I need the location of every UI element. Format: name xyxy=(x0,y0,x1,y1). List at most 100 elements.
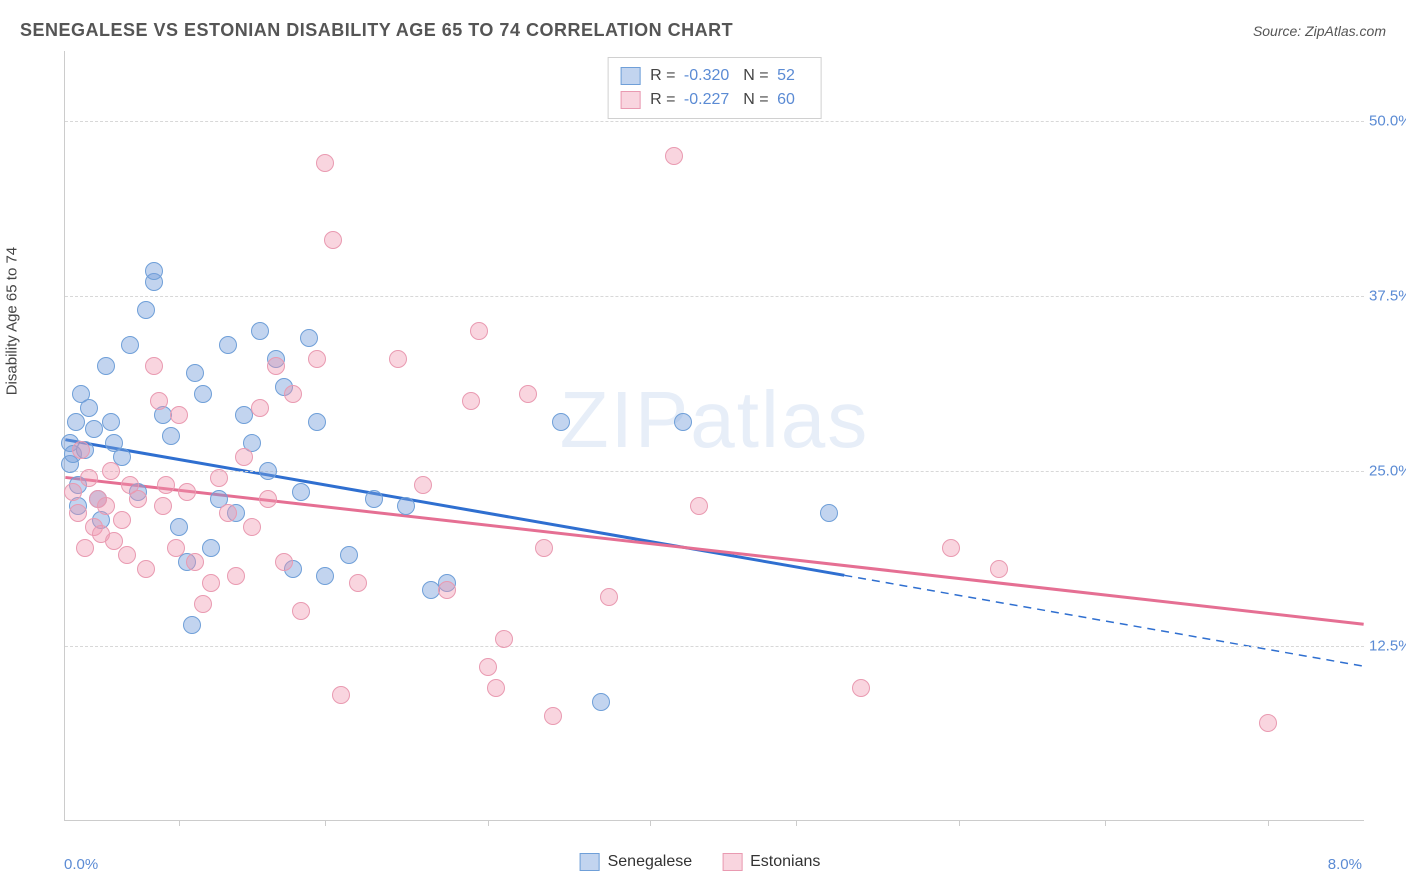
data-point xyxy=(990,560,1008,578)
data-point xyxy=(284,385,302,403)
data-point xyxy=(292,602,310,620)
data-point xyxy=(820,504,838,522)
data-point xyxy=(552,413,570,431)
data-point xyxy=(186,364,204,382)
data-point xyxy=(690,497,708,515)
data-point xyxy=(72,441,90,459)
data-point xyxy=(210,469,228,487)
data-point xyxy=(219,504,237,522)
series-legend: Senegalese Estonians xyxy=(580,853,821,871)
data-point xyxy=(183,616,201,634)
data-point xyxy=(194,385,212,403)
data-point xyxy=(235,448,253,466)
r-label: R = xyxy=(650,67,680,84)
swatch-estonians xyxy=(620,91,640,109)
x-tick xyxy=(179,820,180,826)
n-label: N = xyxy=(743,67,773,84)
data-point xyxy=(519,385,537,403)
data-point xyxy=(292,483,310,501)
data-point xyxy=(243,518,261,536)
data-point xyxy=(202,574,220,592)
header: SENEGALESE VS ESTONIAN DISABILITY AGE 65… xyxy=(20,20,1386,41)
legend-label-0: Senegalese xyxy=(608,853,693,871)
data-point xyxy=(397,497,415,515)
watermark: ZIPatlas xyxy=(560,374,869,466)
data-point xyxy=(137,560,155,578)
data-point xyxy=(275,553,293,571)
data-point xyxy=(178,483,196,501)
data-point xyxy=(535,539,553,557)
n-value-1: 60 xyxy=(777,91,795,108)
stats-row-1: R = -0.227N = 60 xyxy=(620,88,809,112)
data-point xyxy=(170,406,188,424)
data-point xyxy=(332,686,350,704)
data-point xyxy=(227,567,245,585)
data-point xyxy=(80,399,98,417)
data-point xyxy=(137,301,155,319)
x-axis-min-label: 0.0% xyxy=(64,856,98,873)
data-point xyxy=(102,462,120,480)
data-point xyxy=(162,427,180,445)
stats-legend: R = -0.320N = 52 R = -0.227N = 60 xyxy=(607,57,822,119)
data-point xyxy=(365,490,383,508)
watermark-bold: ZIP xyxy=(560,375,690,464)
data-point xyxy=(64,483,82,501)
data-point xyxy=(186,553,204,571)
data-point xyxy=(316,154,334,172)
y-tick-label: 12.5% xyxy=(1369,638,1406,655)
data-point xyxy=(121,336,139,354)
swatch-senegalese xyxy=(620,67,640,85)
data-point xyxy=(157,476,175,494)
data-point xyxy=(145,262,163,280)
data-point xyxy=(118,546,136,564)
data-point xyxy=(349,574,367,592)
data-point xyxy=(414,476,432,494)
data-point xyxy=(194,595,212,613)
data-point xyxy=(316,567,334,585)
data-point xyxy=(69,504,87,522)
y-tick-label: 37.5% xyxy=(1369,288,1406,305)
data-point xyxy=(129,490,147,508)
y-tick-label: 25.0% xyxy=(1369,463,1406,480)
data-point xyxy=(324,231,342,249)
data-point xyxy=(150,392,168,410)
data-point xyxy=(438,581,456,599)
gridline xyxy=(65,296,1364,297)
data-point xyxy=(170,518,188,536)
data-point xyxy=(259,490,277,508)
data-point xyxy=(251,322,269,340)
data-point xyxy=(67,413,85,431)
data-point xyxy=(592,693,610,711)
r-value-0: -0.320 xyxy=(684,67,729,84)
data-point xyxy=(479,658,497,676)
legend-item-0: Senegalese xyxy=(580,853,693,871)
legend-swatch-estonians xyxy=(722,853,742,871)
plot-area: ZIPatlas R = -0.320N = 52 R = -0.227N = … xyxy=(64,51,1364,821)
data-point xyxy=(544,707,562,725)
legend-label-1: Estonians xyxy=(750,853,820,871)
x-tick xyxy=(1105,820,1106,826)
data-point xyxy=(219,336,237,354)
data-point xyxy=(80,469,98,487)
data-point xyxy=(97,497,115,515)
stats-row-0: R = -0.320N = 52 xyxy=(620,64,809,88)
r-value-1: -0.227 xyxy=(684,91,729,108)
data-point xyxy=(202,539,220,557)
x-tick xyxy=(650,820,651,826)
data-point xyxy=(154,497,172,515)
x-tick xyxy=(959,820,960,826)
data-point xyxy=(97,357,115,375)
x-axis-max-label: 8.0% xyxy=(1328,856,1362,873)
data-point xyxy=(600,588,618,606)
y-axis-label: Disability Age 65 to 74 xyxy=(4,247,21,395)
legend-item-1: Estonians xyxy=(722,853,820,871)
source-attribution: Source: ZipAtlas.com xyxy=(1253,23,1386,39)
plot-wrapper: Disability Age 65 to 74 ZIPatlas R = -0.… xyxy=(20,51,1380,871)
data-point xyxy=(665,147,683,165)
n-label: N = xyxy=(743,91,773,108)
data-point xyxy=(102,413,120,431)
data-point xyxy=(942,539,960,557)
watermark-rest: atlas xyxy=(690,375,869,464)
legend-swatch-senegalese xyxy=(580,853,600,871)
chart-container: SENEGALESE VS ESTONIAN DISABILITY AGE 65… xyxy=(0,0,1406,892)
